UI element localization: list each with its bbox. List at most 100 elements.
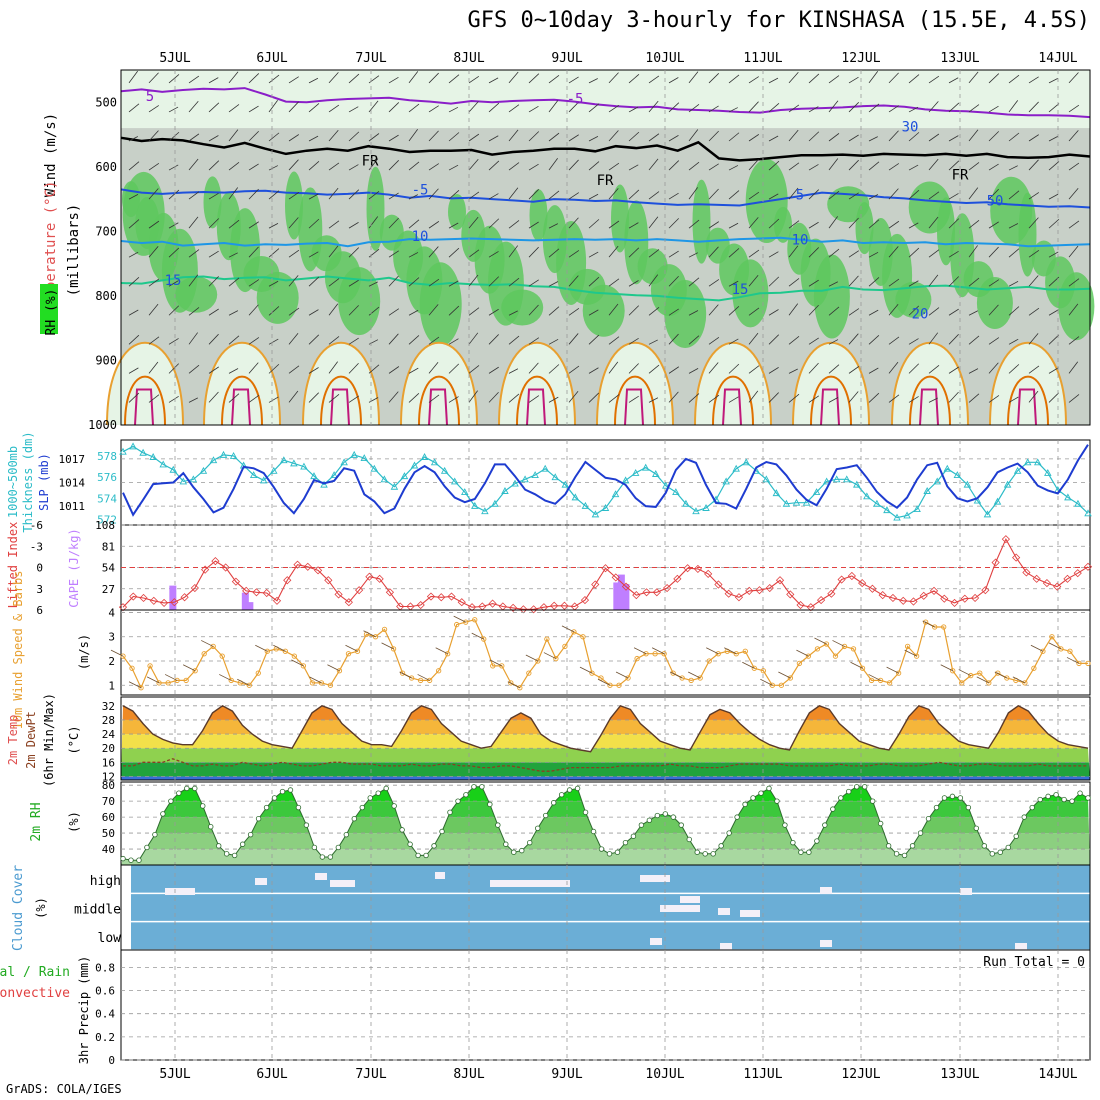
precip-tick: 0.2 (95, 1031, 115, 1044)
wind-barb-10m (435, 647, 448, 655)
wind-barb (868, 103, 880, 113)
temp-band (121, 734, 1090, 749)
wind-speed-point (526, 670, 532, 676)
wind-barb (848, 308, 860, 316)
wind-barb (208, 366, 220, 374)
wind-barb (648, 133, 660, 142)
wind-barb (888, 72, 899, 84)
wind-barb (988, 105, 999, 113)
wind-barb (788, 104, 800, 113)
wind-barb (488, 392, 499, 403)
wind-barb (608, 303, 619, 316)
lifted-index-point (1022, 568, 1031, 577)
pbl-inner (516, 375, 558, 426)
rh-point (223, 851, 230, 857)
wind-barb (148, 246, 159, 258)
lifted-index-point (693, 564, 702, 574)
lifted-index-point (313, 566, 323, 575)
cloud-gap (820, 887, 832, 894)
wind-barb (228, 310, 239, 316)
temp-tick: 28 (102, 714, 115, 727)
wind-barb (528, 337, 540, 345)
thickness-point (501, 487, 509, 494)
wind-barb (1008, 132, 1020, 142)
cloud-unit-label: (%) (34, 897, 48, 919)
rh-point (247, 831, 254, 838)
cape-lifted-index-panel: 6 3 0 -3 -6 27 54 81 108 Lifted Index CAPE (J/kg) (6, 519, 1093, 617)
wind-barb (408, 277, 420, 287)
wind-barb (768, 367, 779, 374)
day-label-bottom: 9JUL (551, 1067, 582, 1082)
rh-green-cell (501, 289, 544, 326)
cloud-gap (720, 943, 732, 950)
cloud-gap (1015, 943, 1027, 950)
wind-barb (168, 106, 179, 113)
wind-barb (948, 160, 960, 171)
wind-barb (708, 304, 719, 316)
wind-barb-10m (832, 640, 845, 647)
thickness-point (1064, 493, 1072, 501)
wind-barb (648, 364, 660, 374)
lifted-index-point (652, 588, 661, 597)
rh-point (423, 852, 429, 859)
temp-tick: 24 (102, 728, 116, 741)
wind-barb (1068, 303, 1079, 316)
wind-barb (628, 337, 639, 345)
wind-barb (748, 101, 759, 113)
wind-barb (448, 132, 460, 142)
wind-barb (608, 394, 620, 403)
wind-barb (308, 392, 319, 403)
rh-point (519, 847, 525, 854)
wind-speed-point (399, 670, 406, 676)
wind-barb (528, 304, 539, 316)
wind-barb (868, 277, 880, 287)
wind-barb (128, 334, 140, 345)
wind-barb (868, 367, 879, 374)
wind-barb (208, 160, 220, 171)
wind-barb (888, 220, 900, 229)
thickness-point (802, 498, 811, 506)
wind-barb (308, 367, 319, 374)
wind-barb-10m (922, 620, 935, 628)
wind-barb (328, 245, 339, 258)
wind-barb (668, 391, 679, 403)
wind-speed-point (291, 653, 298, 659)
thickness-point (631, 468, 640, 476)
wind-barb (648, 274, 659, 287)
rh-point (271, 795, 278, 801)
wind-speed-point (679, 675, 685, 681)
wind-barb (788, 220, 800, 229)
wind-barb (908, 280, 919, 287)
wind-barb (308, 251, 319, 258)
contour-label: -5 (567, 92, 584, 108)
wind-barb (728, 222, 739, 229)
thickness-point (702, 504, 710, 511)
wind-barb (388, 217, 399, 229)
wind-barb (1008, 338, 1019, 345)
wind-barb (628, 164, 639, 171)
thickness-point (782, 499, 791, 507)
thickness-point (521, 475, 529, 483)
wind-speed-point (607, 682, 613, 688)
wind-barb (308, 135, 319, 142)
wind-barb (448, 338, 459, 345)
lifted-index-point (724, 589, 733, 598)
wind-barb (848, 250, 860, 258)
temp-band (121, 762, 1090, 777)
wind-barb (748, 307, 760, 316)
wind-barb-10m (904, 649, 917, 657)
wind-barb (688, 252, 699, 258)
wind-speed-point (445, 651, 451, 657)
thickness-point (832, 475, 841, 483)
wind-barb-10m (994, 671, 1008, 679)
wind-speed-point (201, 651, 207, 657)
lifted-index-point (365, 572, 374, 581)
lifted-index-point (683, 564, 692, 573)
thickness-point (842, 475, 851, 483)
thickness-point (280, 456, 288, 464)
lifted-index-point (447, 592, 456, 601)
thickness-point (1044, 468, 1052, 476)
wind-barb (288, 332, 299, 345)
cloud-gap (680, 896, 700, 903)
wind-barb (1008, 306, 1020, 316)
